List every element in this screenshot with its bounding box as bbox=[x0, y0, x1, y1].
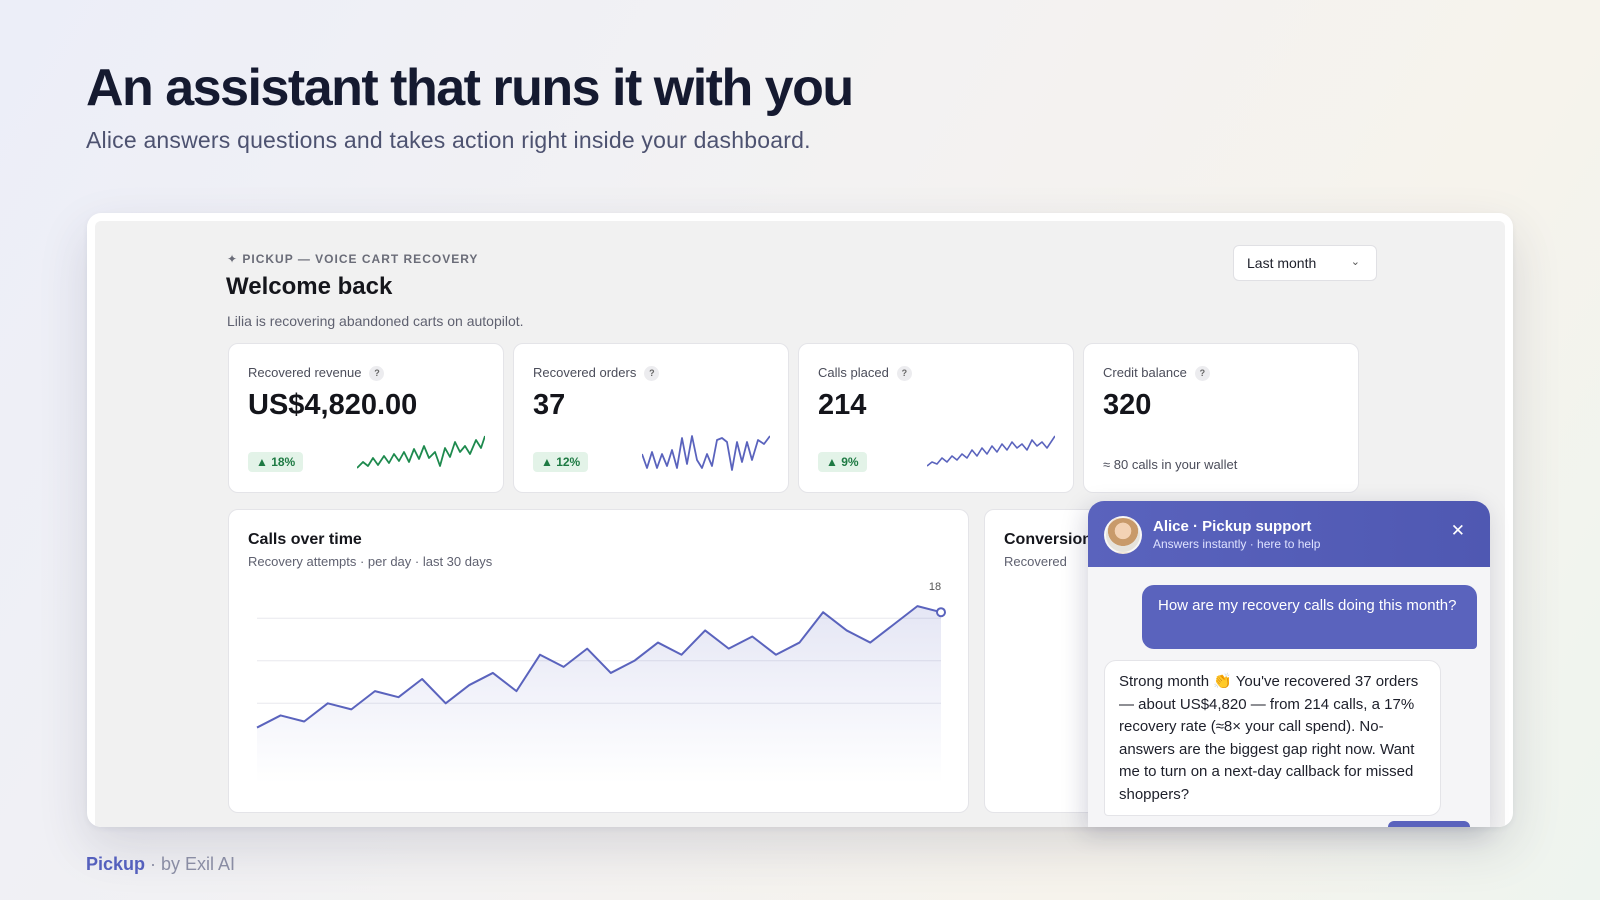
hero-subtitle: Alice answers questions and takes action… bbox=[86, 127, 811, 153]
chevron-down-icon: ⌄ bbox=[1350, 256, 1360, 268]
card-title: Calls over time bbox=[248, 531, 362, 548]
trend-badge: ▲ 18% bbox=[248, 452, 304, 472]
last-value-label: 18 bbox=[929, 581, 941, 593]
chat-action-button[interactable] bbox=[1388, 821, 1470, 827]
avatar bbox=[1104, 516, 1142, 554]
kpi-calls-placed: Calls placed? 214 ▲ 9% bbox=[798, 343, 1074, 493]
chat-status: Answers instantly · here to help bbox=[1153, 537, 1321, 551]
chat-widget: Alice · Pickup support Answers instantly… bbox=[1088, 501, 1490, 827]
kpi-value: 214 bbox=[818, 389, 867, 421]
card-subtitle: Recovered bbox=[1004, 554, 1067, 569]
kpi-label: Recovered revenue bbox=[248, 365, 362, 380]
footer-credit: Pickup · by Exil AI bbox=[86, 854, 235, 875]
period-select-value: Last month bbox=[1247, 255, 1317, 271]
kpi-label: Recovered orders bbox=[533, 365, 637, 380]
kpi-credit-balance: Credit balance? 320 ≈ 80 calls in your w… bbox=[1083, 343, 1359, 493]
kpi-value: US$4,820.00 bbox=[248, 389, 418, 421]
help-icon[interactable]: ? bbox=[369, 366, 385, 381]
kpi-recovered-revenue: Recovered revenue? US$4,820.00 ▲ 18% bbox=[228, 343, 504, 493]
card-subtitle: Recovery attempts · per day · last 30 da… bbox=[248, 554, 493, 569]
sparkline bbox=[357, 435, 485, 469]
kpi-note: ≈ 80 calls in your wallet bbox=[1103, 457, 1238, 472]
help-icon[interactable]: ? bbox=[644, 366, 660, 381]
sparkline bbox=[642, 435, 770, 471]
footer-brand[interactable]: Pickup bbox=[86, 854, 146, 874]
trend-badge: ▲ 9% bbox=[818, 452, 867, 472]
calls-over-time-card: Calls over time Recovery attempts · per … bbox=[228, 509, 969, 813]
help-icon[interactable]: ? bbox=[1194, 366, 1210, 381]
trend-badge: ▲ 12% bbox=[533, 452, 589, 472]
kpi-value: 320 bbox=[1103, 389, 1152, 421]
help-icon[interactable]: ? bbox=[896, 366, 912, 381]
assistant-message: Strong month 👏 You've recovered 37 order… bbox=[1104, 660, 1441, 816]
data-point bbox=[936, 607, 946, 618]
series-line bbox=[256, 605, 942, 729]
hero-title: An assistant that runs it with you bbox=[86, 59, 854, 117]
kpi-value: 37 bbox=[533, 389, 566, 421]
chat-header: Alice · Pickup support Answers instantly… bbox=[1088, 501, 1490, 567]
page-subtitle: Lilia is recovering abandoned carts on a… bbox=[227, 313, 524, 329]
card-title: Conversion bbox=[1004, 531, 1093, 548]
sparkline bbox=[927, 435, 1055, 467]
user-message: How are my recovery calls doing this mon… bbox=[1142, 585, 1477, 649]
footer-byline: · by Exil AI bbox=[145, 854, 236, 874]
kpi-label: Credit balance bbox=[1103, 365, 1187, 380]
product-eyebrow: ✦ PICKUP — VOICE CART RECOVERY bbox=[227, 252, 479, 266]
chat-agent-name: Alice · Pickup support bbox=[1153, 518, 1312, 535]
calls-line-chart: 18 bbox=[256, 581, 946, 784]
kpi-label: Calls placed bbox=[818, 365, 889, 380]
area-fill bbox=[257, 606, 941, 784]
page-title: Welcome back bbox=[226, 273, 393, 300]
kpi-recovered-orders: Recovered orders? 37 ▲ 12% bbox=[513, 343, 789, 493]
close-icon[interactable]: ✕ bbox=[1450, 521, 1465, 540]
period-select[interactable]: Last month ⌄ bbox=[1233, 245, 1377, 281]
